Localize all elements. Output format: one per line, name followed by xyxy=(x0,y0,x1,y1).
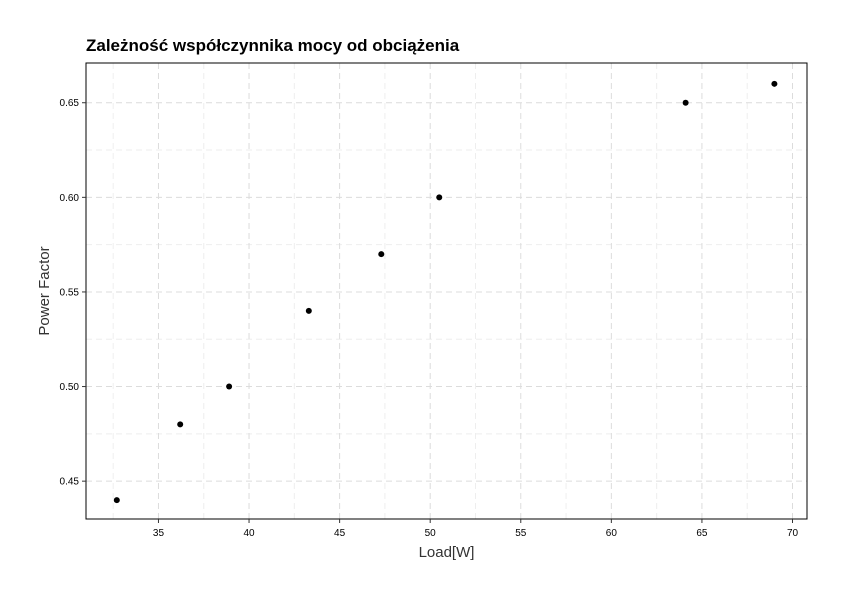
y-tick-label: 0.60 xyxy=(60,193,80,204)
data-point xyxy=(378,251,385,258)
y-tick-label: 0.45 xyxy=(60,477,80,488)
data-point xyxy=(226,383,233,390)
y-tick-label: 0.50 xyxy=(60,382,80,393)
data-point xyxy=(771,80,778,87)
x-tick-label: 35 xyxy=(153,528,165,539)
x-tick-label: 55 xyxy=(515,528,527,539)
x-tick-label: 65 xyxy=(696,528,708,539)
data-points xyxy=(113,80,778,504)
data-point xyxy=(682,99,689,106)
grid xyxy=(86,63,807,519)
x-axis-title: Load[W] xyxy=(419,544,475,561)
y-axis-title: Power Factor xyxy=(36,246,53,335)
x-tick-label: 50 xyxy=(425,528,437,539)
data-point xyxy=(305,307,312,314)
data-point xyxy=(177,421,184,428)
x-tick-label: 40 xyxy=(243,528,255,539)
data-point xyxy=(113,497,120,504)
x-tick-label: 60 xyxy=(606,528,618,539)
x-tick-label: 45 xyxy=(334,528,346,539)
x-tick-label: 70 xyxy=(787,528,799,539)
data-point xyxy=(436,194,443,201)
y-tick-label: 0.55 xyxy=(60,287,80,298)
plot-panel xyxy=(85,62,808,520)
x-axis: 35 40 45 50 55 60 65 70 xyxy=(153,519,799,539)
y-tick-label: 0.65 xyxy=(60,98,80,109)
chart-title: Zależność współczynnika mocy od obciążen… xyxy=(86,36,460,55)
y-axis: 0.45 0.50 0.55 0.60 0.65 xyxy=(60,98,86,488)
